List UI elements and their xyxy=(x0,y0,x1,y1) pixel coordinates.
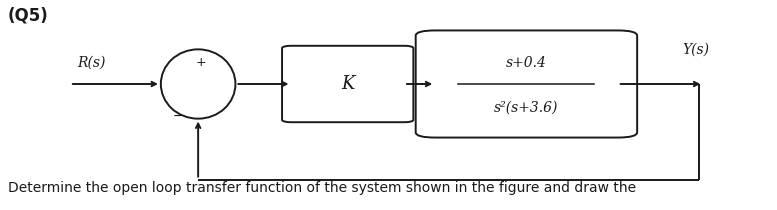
FancyBboxPatch shape xyxy=(416,30,637,138)
Text: R(s): R(s) xyxy=(78,55,106,69)
Text: s²(s+3.6): s²(s+3.6) xyxy=(494,101,559,115)
Text: +: + xyxy=(195,56,206,69)
Text: (Q5): (Q5) xyxy=(8,6,48,24)
Text: Y(s): Y(s) xyxy=(682,43,709,57)
Text: −: − xyxy=(172,110,183,123)
Text: K: K xyxy=(341,75,354,93)
FancyBboxPatch shape xyxy=(282,46,413,122)
Text: Determine the open loop transfer function of the system shown in the figure and : Determine the open loop transfer functio… xyxy=(8,181,636,195)
Text: s+0.4: s+0.4 xyxy=(506,56,547,70)
